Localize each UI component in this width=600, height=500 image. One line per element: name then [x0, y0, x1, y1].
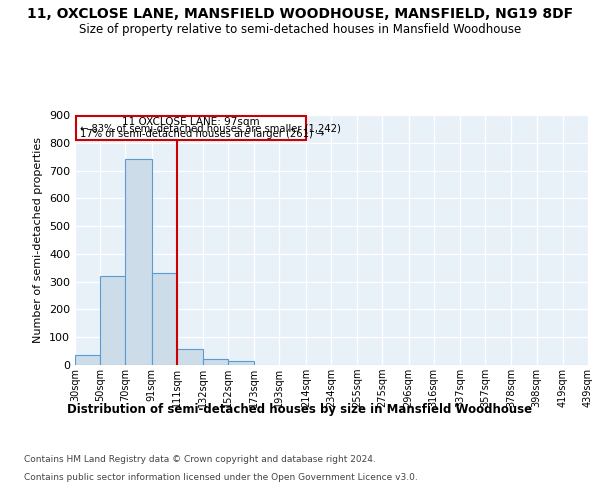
Text: Distribution of semi-detached houses by size in Mansfield Woodhouse: Distribution of semi-detached houses by …	[67, 402, 533, 415]
Text: Contains public sector information licensed under the Open Government Licence v3: Contains public sector information licen…	[24, 472, 418, 482]
Text: Contains HM Land Registry data © Crown copyright and database right 2024.: Contains HM Land Registry data © Crown c…	[24, 455, 376, 464]
Bar	[125, 160, 152, 365]
Bar	[228, 362, 254, 365]
Text: Size of property relative to semi-detached houses in Mansfield Woodhouse: Size of property relative to semi-detach…	[79, 22, 521, 36]
Bar	[76, 116, 306, 140]
Text: ← 83% of semi-detached houses are smaller (1,242): ← 83% of semi-detached houses are smalle…	[80, 124, 341, 134]
Text: 11, OXCLOSE LANE, MANSFIELD WOODHOUSE, MANSFIELD, NG19 8DF: 11, OXCLOSE LANE, MANSFIELD WOODHOUSE, M…	[27, 8, 573, 22]
Y-axis label: Number of semi-detached properties: Number of semi-detached properties	[34, 137, 43, 343]
Bar	[100, 276, 125, 365]
Bar	[203, 359, 228, 365]
Text: 17% of semi-detached houses are larger (261) →: 17% of semi-detached houses are larger (…	[80, 129, 325, 139]
Text: 11 OXCLOSE LANE: 97sqm: 11 OXCLOSE LANE: 97sqm	[122, 117, 260, 127]
Bar	[176, 349, 203, 365]
Bar	[75, 356, 100, 365]
Bar	[152, 273, 176, 365]
